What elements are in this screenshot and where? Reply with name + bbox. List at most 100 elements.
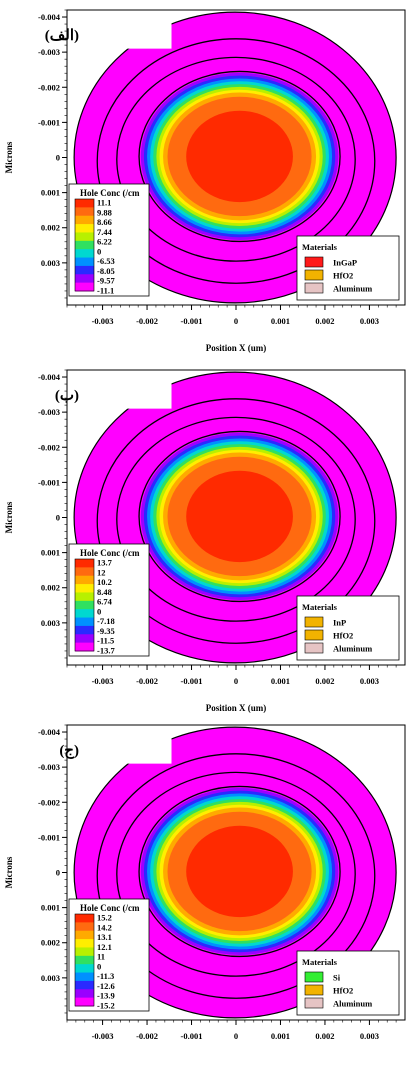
colorbar-swatch xyxy=(75,215,94,225)
colorbar-value: 0 xyxy=(97,606,101,616)
heatmap-panel-jim: (ج) -0.004 -0.003 -0.002 -0.001 0 0.001 0.002 0.… xyxy=(0,715,417,1066)
x-tick-label: -0.003 xyxy=(92,1031,114,1041)
y-tick-label: -0.004 xyxy=(38,372,61,382)
heatmap-panel-alef: (الف) -0.004 -0.003 -0.002 -0.001 0 0.001 0.002… xyxy=(0,0,417,355)
colorbar-value: 0 xyxy=(97,961,101,971)
colorbar-value: -12.6 xyxy=(97,981,115,991)
colorbar-value: 10.2 xyxy=(97,577,112,587)
oxide-boundary xyxy=(138,70,341,243)
x-tick-label: -0.003 xyxy=(92,676,114,686)
panel-label: (ج) xyxy=(59,743,79,759)
y-tick-label: 0.002 xyxy=(41,938,60,948)
colorbar-swatch xyxy=(75,274,94,284)
materials-legend-title: Materials xyxy=(302,957,338,967)
x-tick-label: -0.001 xyxy=(181,316,203,326)
y-tick-label: -0.003 xyxy=(38,47,60,57)
material-swatch xyxy=(304,984,324,996)
x-tick-label: -0.002 xyxy=(136,676,158,686)
colorbar-swatch xyxy=(75,199,94,208)
x-axis-label: Position X (um) xyxy=(206,703,267,713)
oxide-boundary xyxy=(138,785,341,958)
y-tick-label: 0 xyxy=(56,153,60,163)
chart-svg: (ج) -0.004 -0.003 -0.002 -0.001 0 0.001 0.002 0.… xyxy=(4,724,406,1041)
colorbar-swatch xyxy=(75,232,94,242)
y-tick-label: 0.003 xyxy=(41,258,60,268)
y-tick-label: -0.003 xyxy=(38,762,60,772)
y-axis-label: Microns xyxy=(4,141,14,173)
plot-area xyxy=(67,10,405,305)
colorbar-swatch xyxy=(75,964,94,974)
material-name: Aluminum xyxy=(333,284,372,294)
colorbar-swatch xyxy=(75,922,94,932)
colorbar-value: -15.2 xyxy=(97,1001,115,1011)
colorbar-title: Hole Conc (/cm xyxy=(80,188,140,198)
material-swatch xyxy=(304,282,324,294)
x-tick-label: 0 xyxy=(234,676,238,686)
colorbar-value: 15.2 xyxy=(97,913,112,923)
colorbar-value: 0 xyxy=(97,246,101,256)
materials-legend-title: Materials xyxy=(302,242,338,252)
concentration-band-9 xyxy=(186,110,293,203)
material-name: HfO2 xyxy=(333,271,353,281)
y-tick-label: -0.001 xyxy=(38,117,60,127)
y-tick-label: 0.002 xyxy=(41,583,60,593)
colorbar-frame xyxy=(74,198,95,292)
material-swatch xyxy=(304,997,324,1009)
material-name: Aluminum xyxy=(333,999,372,1009)
y-axis-label: Microns xyxy=(4,501,14,533)
materials-legend-title: Materials xyxy=(302,602,338,612)
colorbar-swatch xyxy=(75,642,94,652)
x-tick-label: 0.003 xyxy=(360,1031,379,1041)
colorbar-swatch xyxy=(75,972,94,982)
colorbar-swatch xyxy=(75,997,94,1007)
colorbar-swatch xyxy=(75,592,94,602)
colorbar-value: 8.66 xyxy=(97,217,112,227)
colorbar-value: 6.22 xyxy=(97,237,112,247)
colorbar-value: 13.7 xyxy=(97,558,113,568)
y-tick-label: 0 xyxy=(56,868,60,878)
colorbar-swatch xyxy=(75,980,94,990)
y-tick-label: -0.001 xyxy=(38,832,60,842)
y-axis-label: Microns xyxy=(4,856,14,888)
concentration-band-9 xyxy=(186,825,293,918)
chart-svg: (الف) -0.004 -0.003 -0.002 -0.001 0 0.001 0.002… xyxy=(4,9,406,353)
colorbar-swatch xyxy=(75,282,94,292)
colorbar-swatch xyxy=(75,634,94,644)
colorbar-value: 12 xyxy=(97,567,106,577)
colorbar-title: Hole Conc (/cm xyxy=(80,548,140,558)
y-tick-label: -0.001 xyxy=(38,477,60,487)
material-name: HfO2 xyxy=(333,631,353,641)
y-tick-label: -0.003 xyxy=(38,407,60,417)
x-tick-label: 0.003 xyxy=(360,316,379,326)
y-tick-label: -0.002 xyxy=(38,797,60,807)
chart-svg: (ب) -0.004 -0.003 -0.002 -0.001 0 0.001 0.002 0.… xyxy=(4,369,406,713)
y-tick-label: 0 xyxy=(56,513,60,523)
colorbar-title: Hole Conc (/cm xyxy=(80,903,140,913)
x-tick-label: 0.003 xyxy=(360,676,379,686)
colorbar-swatch xyxy=(75,930,94,940)
boundary-ring-outer xyxy=(96,398,376,644)
colorbar-value: -6.53 xyxy=(97,256,115,266)
y-tick-label: 0.001 xyxy=(41,188,60,198)
colorbar-value: -13.9 xyxy=(97,991,115,1001)
colorbar-swatch xyxy=(75,955,94,965)
x-tick-label: -0.002 xyxy=(136,316,158,326)
material-name: Si xyxy=(333,973,341,983)
x-tick-label: 0.001 xyxy=(271,676,290,686)
panel-label: (الف) xyxy=(45,28,79,44)
y-tick-label: -0.004 xyxy=(38,12,61,22)
colorbar-swatch xyxy=(75,265,94,275)
colorbar-swatch xyxy=(75,575,94,585)
boundary-ring-outer xyxy=(96,753,376,999)
colorbar-frame xyxy=(74,913,95,1007)
material-name: InP xyxy=(333,618,346,628)
colorbar-value: 12.1 xyxy=(97,942,112,952)
y-tick-label: 0.001 xyxy=(41,548,60,558)
material-swatch xyxy=(304,629,324,641)
colorbar-swatch xyxy=(75,617,94,627)
colorbar-value: -11.1 xyxy=(97,286,114,296)
boundary-ring-outer xyxy=(96,38,376,284)
colorbar-value: -13.7 xyxy=(97,646,115,656)
colorbar-value: 11 xyxy=(97,952,105,962)
colorbar-swatch xyxy=(75,249,94,259)
